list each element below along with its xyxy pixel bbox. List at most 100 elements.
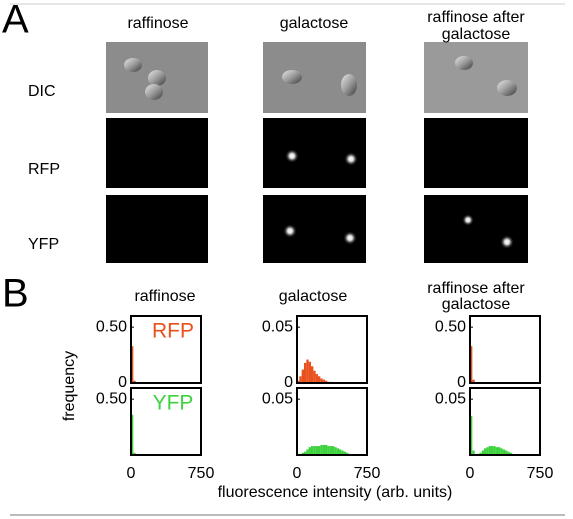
- histogram-bar: [488, 446, 491, 455]
- yfp-image: [424, 195, 528, 263]
- histogram-bar: [509, 452, 512, 455]
- cell: [497, 80, 517, 96]
- histogram-bar: [470, 415, 473, 455]
- histogram-bar: [479, 452, 482, 455]
- histogram-bar: [346, 452, 349, 455]
- histogram-bar: [484, 448, 487, 455]
- spot: [462, 214, 474, 226]
- cell: [455, 56, 473, 70]
- column-header: galactose: [279, 288, 348, 305]
- x-tick-label: 0: [127, 465, 136, 482]
- column-header: raffinose after: [427, 280, 525, 297]
- spot: [500, 235, 514, 249]
- cell: [282, 70, 302, 84]
- histogram-bar: [320, 444, 323, 455]
- column-header: raffinose: [134, 288, 195, 305]
- y-tick-label: 0: [118, 374, 127, 391]
- histogram-bar: [498, 447, 501, 455]
- spot: [283, 224, 297, 238]
- dic-image: [424, 42, 528, 113]
- channel-label: YFP: [153, 392, 194, 415]
- x-tick-label: 750: [527, 465, 554, 482]
- y-tick-label: 0.50: [435, 318, 466, 335]
- histogram-bar: [481, 450, 484, 455]
- histogram-bar: [311, 446, 314, 455]
- histogram-bar: [304, 362, 307, 383]
- histogram-bar: [133, 380, 136, 383]
- histogram-bar: [470, 346, 473, 383]
- spot: [285, 149, 299, 163]
- yfp-image: [106, 195, 208, 263]
- column-header: galactose: [280, 15, 349, 32]
- y-axis-label: frequency: [61, 351, 78, 421]
- y-tick-label: 0: [284, 374, 293, 391]
- yfp-image: [263, 195, 366, 263]
- column-header: raffinose: [127, 15, 188, 32]
- x-tick-label: 750: [354, 465, 381, 482]
- rfp-image: [424, 118, 528, 188]
- histogram-bar: [306, 449, 309, 455]
- histogram-bar: [343, 451, 346, 455]
- histogram-bar: [306, 359, 309, 383]
- spot: [343, 231, 357, 245]
- histogram-bar: [322, 379, 325, 383]
- histogram-bar: [507, 451, 510, 455]
- histogram-bar: [502, 449, 505, 455]
- column-header: galactose: [442, 296, 511, 313]
- histogram-bar: [325, 444, 328, 455]
- x-tick-label: 0: [466, 465, 475, 482]
- histogram-bar: [299, 376, 302, 383]
- y-tick-label: 0.50: [96, 390, 127, 407]
- histogram-bar: [315, 374, 318, 383]
- channel-label: RFP: [152, 320, 194, 343]
- column-header: galactose: [442, 26, 511, 43]
- row-label: YFP: [28, 236, 59, 253]
- histogram-bar: [325, 380, 328, 383]
- histogram-bar: [322, 444, 325, 455]
- y-tick-label: 0.05: [262, 318, 293, 335]
- histogram-bar: [327, 446, 330, 455]
- plot-frame: [296, 315, 368, 384]
- panel-label: B: [2, 272, 29, 316]
- histogram-bar: [308, 447, 311, 455]
- histogram-bar: [313, 370, 316, 383]
- histogram-bar: [329, 446, 332, 455]
- plot-frame: [130, 387, 202, 456]
- histogram-bar: [131, 346, 134, 383]
- histogram-bar: [334, 447, 337, 455]
- histogram-bar: [318, 376, 321, 383]
- panel-label: A: [2, 0, 29, 42]
- x-tick-label: 0: [293, 465, 302, 482]
- histogram-bar: [505, 450, 508, 455]
- cell: [341, 74, 357, 96]
- y-tick-label: 0.05: [262, 390, 293, 407]
- histogram-bar: [304, 451, 307, 455]
- y-tick-label: 0.50: [96, 318, 127, 335]
- plot-frame: [469, 387, 541, 456]
- histogram-bar: [311, 366, 314, 383]
- histogram-bar: [500, 448, 503, 455]
- histogram-bar: [341, 450, 344, 455]
- histogram-bar: [315, 446, 318, 455]
- histogram-bar: [339, 449, 342, 455]
- cell: [145, 84, 163, 100]
- x-tick-label: 750: [188, 465, 215, 482]
- y-tick-label: 0: [457, 374, 466, 391]
- histogram-bar: [297, 380, 300, 383]
- histogram-bar: [133, 452, 136, 455]
- row-label: DIC: [28, 83, 56, 100]
- x-axis-label: fluorescence intensity (arb. units): [218, 484, 453, 501]
- histogram-bar: [313, 446, 316, 455]
- plot-frame: [130, 315, 202, 384]
- histogram-bar: [493, 446, 496, 455]
- row-label: RFP: [28, 161, 60, 178]
- y-tick-label: 0.05: [435, 390, 466, 407]
- rfp-image: [106, 118, 208, 188]
- histogram-bar: [472, 379, 475, 383]
- histogram-bar: [320, 378, 323, 383]
- histogram-bar: [336, 448, 339, 455]
- histogram-bar: [301, 369, 304, 383]
- histogram-bar: [486, 447, 489, 455]
- histogram-bar: [131, 414, 134, 455]
